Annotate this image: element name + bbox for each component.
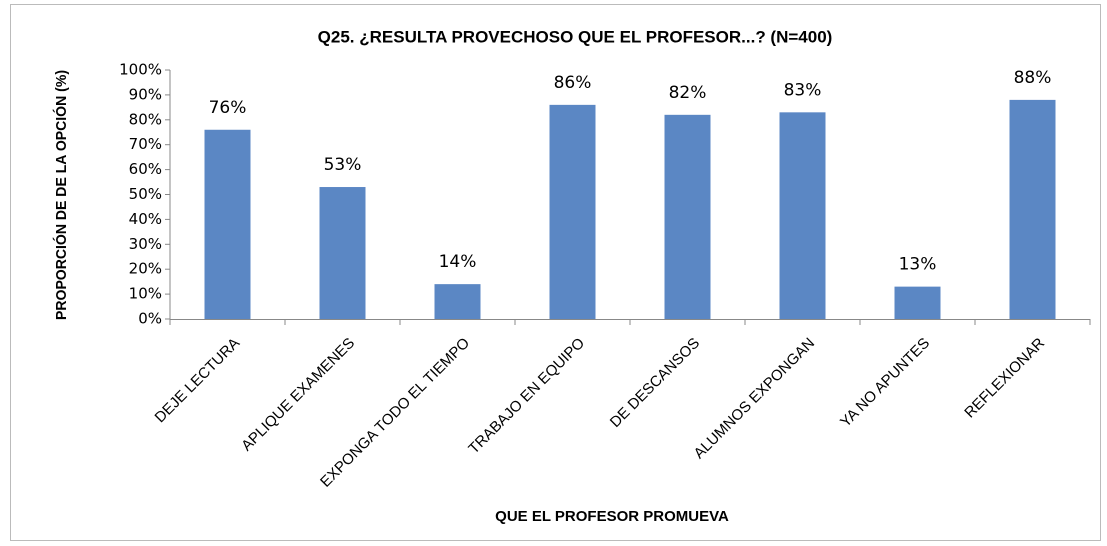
- y-tick-label: 90%: [129, 85, 162, 103]
- value-label: 83%: [784, 80, 822, 100]
- chart-title: Q25. ¿RESULTA PROVECHOSO QUE EL PROFESOR…: [318, 27, 833, 46]
- bar: [549, 104, 596, 319]
- bar: [664, 114, 711, 319]
- value-label: 13%: [899, 255, 937, 275]
- value-label: 53%: [324, 155, 362, 175]
- bar: [779, 112, 826, 319]
- bar: [1009, 99, 1056, 319]
- y-tick-label: 30%: [129, 235, 162, 253]
- x-axis-title: QUE EL PROFESOR PROMUEVA: [495, 508, 729, 525]
- y-tick-label: 60%: [129, 160, 162, 178]
- value-label: 14%: [439, 252, 477, 272]
- y-tick-label: 70%: [129, 135, 162, 153]
- bar: [894, 286, 941, 319]
- y-tick-label: 100%: [119, 61, 162, 79]
- value-label: 88%: [1014, 68, 1052, 88]
- value-label: 76%: [209, 98, 247, 118]
- bar: [204, 129, 251, 319]
- bar: [319, 187, 366, 319]
- y-tick-label: 50%: [129, 185, 162, 203]
- y-axis-title: PROPORCIÓN DE DE LA OPCIÓN (%): [52, 70, 70, 320]
- y-tick-label: 20%: [129, 260, 162, 278]
- bar: [434, 284, 481, 319]
- y-tick-label: 80%: [129, 110, 162, 128]
- y-tick-label: 10%: [129, 285, 162, 303]
- y-tick-label: 40%: [129, 210, 162, 228]
- y-tick-label: 0%: [138, 310, 162, 328]
- value-label: 82%: [669, 83, 707, 103]
- value-label: 86%: [554, 73, 592, 93]
